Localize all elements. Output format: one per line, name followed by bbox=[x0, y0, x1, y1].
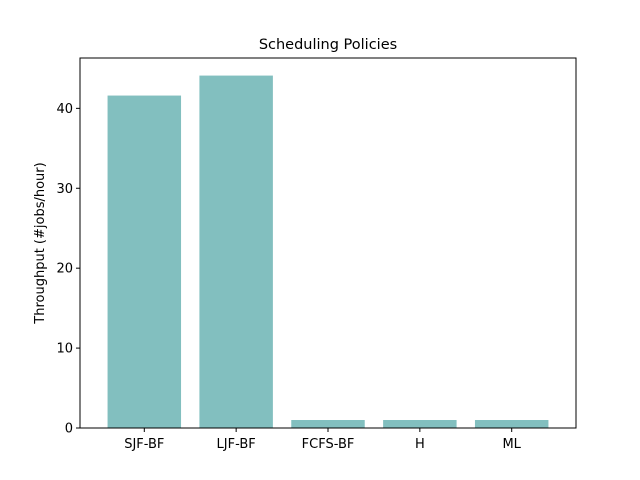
bar-h bbox=[383, 420, 457, 428]
y-axis-ticks: 0 10 20 30 40 bbox=[56, 102, 80, 437]
bars-group bbox=[107, 75, 549, 428]
y-axis-label: Throughput (#jobs/hour) bbox=[33, 162, 48, 324]
bar-ml bbox=[474, 420, 549, 428]
y-tick-label: 30 bbox=[56, 182, 73, 197]
bar-fcfs-bf bbox=[291, 420, 365, 428]
y-tick-label: 20 bbox=[56, 262, 73, 277]
x-tick-label: FCFS-BF bbox=[302, 437, 355, 452]
x-axis-ticks: SJF-BF LJF-BF FCFS-BF H ML bbox=[124, 428, 522, 452]
y-tick-label: 40 bbox=[56, 102, 73, 117]
y-tick-label: 10 bbox=[56, 342, 73, 357]
x-tick-label: LJF-BF bbox=[217, 437, 256, 452]
bar-sjf-bf bbox=[107, 95, 182, 428]
y-tick-label: 0 bbox=[65, 422, 73, 437]
x-tick-label: H bbox=[415, 437, 425, 452]
chart-title: Scheduling Policies bbox=[259, 37, 397, 53]
x-tick-label: SJF-BF bbox=[124, 437, 164, 452]
bar-ljf-bf bbox=[199, 75, 273, 428]
x-tick-label: ML bbox=[502, 437, 521, 452]
